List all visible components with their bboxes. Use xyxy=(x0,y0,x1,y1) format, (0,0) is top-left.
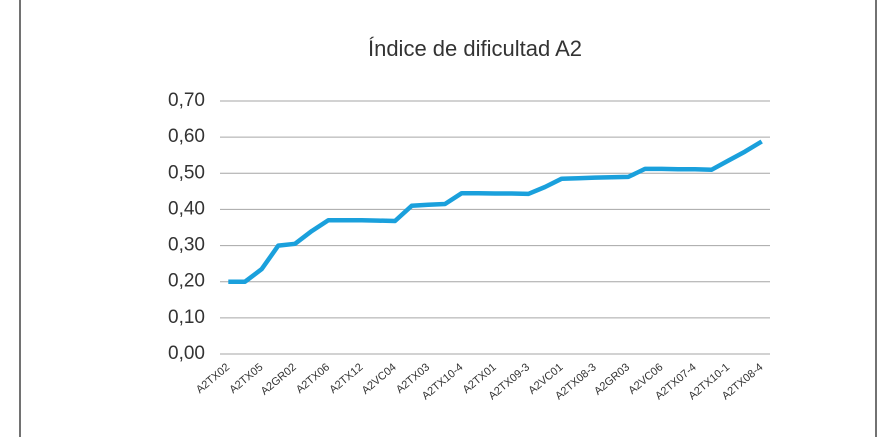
x-tick-label: A2TX12 xyxy=(327,361,365,396)
line xyxy=(228,139,763,284)
y-tick-label: 0,60 xyxy=(168,126,205,147)
y-tick-label: 0,30 xyxy=(168,235,205,256)
chart-title: Índice de dificultad A2 xyxy=(368,36,582,61)
x-tick-label: A2TX06 xyxy=(294,361,332,396)
y-tick-label: 0,00 xyxy=(168,343,205,364)
x-tick-label: A2GR02 xyxy=(259,361,299,397)
y-tick-label: 0,10 xyxy=(168,307,205,328)
y-tick-label: 0,50 xyxy=(168,162,205,183)
x-tick-label: A2GR03 xyxy=(592,361,632,397)
y-tick-label: 0,70 xyxy=(168,90,205,111)
y-tick-label: 0,20 xyxy=(168,271,205,292)
x-tick-label: A2TX02 xyxy=(194,361,232,396)
x-tick-label: A2VC04 xyxy=(360,361,399,397)
y-tick-label: 0,40 xyxy=(168,198,205,219)
